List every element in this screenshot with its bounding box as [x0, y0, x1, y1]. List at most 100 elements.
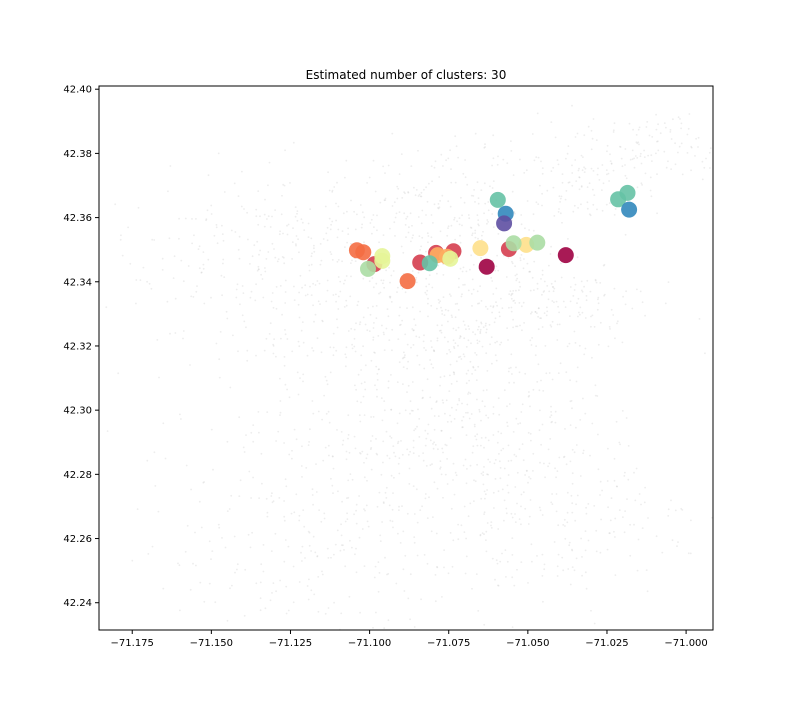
background-point: [445, 444, 448, 447]
background-point: [316, 555, 319, 557]
background-point: [492, 306, 495, 309]
background-point: [619, 145, 621, 148]
background-point: [440, 331, 443, 334]
background-point: [494, 354, 497, 357]
background-point: [397, 532, 399, 535]
background-point: [312, 282, 314, 285]
background-point: [390, 408, 392, 411]
background-point: [558, 311, 560, 314]
background-point: [579, 475, 582, 477]
background-point: [253, 244, 256, 247]
background-point: [242, 292, 245, 294]
background-point: [507, 370, 510, 373]
background-point: [375, 452, 378, 455]
background-point: [463, 324, 466, 326]
background-point: [447, 227, 449, 230]
background-point: [372, 286, 375, 289]
background-point: [505, 507, 508, 510]
background-point: [485, 328, 488, 331]
background-point: [557, 305, 559, 308]
background-point: [243, 614, 246, 617]
background-point: [565, 190, 568, 192]
background-point: [525, 469, 528, 472]
background-point: [497, 528, 500, 530]
background-point: [655, 113, 657, 116]
background-point: [346, 210, 348, 213]
background-point: [238, 495, 241, 497]
background-point: [690, 146, 693, 149]
background-point: [547, 448, 550, 451]
background-point: [448, 390, 451, 392]
background-point: [221, 537, 223, 539]
background-point: [365, 504, 368, 507]
background-point: [571, 549, 574, 552]
background-point: [452, 339, 455, 342]
background-point: [582, 452, 584, 455]
background-point: [579, 306, 582, 309]
background-point: [543, 280, 546, 283]
background-point: [230, 229, 233, 232]
background-point: [398, 361, 401, 364]
background-point: [310, 263, 313, 266]
background-point: [634, 155, 637, 157]
background-point: [508, 381, 511, 384]
background-point: [413, 513, 416, 515]
background-point: [507, 474, 510, 476]
background-point: [463, 283, 466, 286]
background-point: [327, 557, 330, 559]
background-point: [275, 307, 278, 310]
background-point: [403, 356, 406, 359]
background-point: [505, 512, 508, 515]
background-point: [401, 505, 403, 508]
background-point: [508, 403, 511, 405]
background-point: [640, 162, 643, 165]
background-point: [447, 157, 450, 160]
background-point: [567, 238, 569, 240]
background-point: [370, 440, 372, 442]
background-point: [300, 218, 303, 221]
background-point: [274, 256, 277, 259]
background-point: [579, 313, 581, 316]
background-point: [520, 411, 523, 413]
background-point: [546, 285, 549, 287]
background-point: [374, 384, 376, 387]
background-point: [284, 149, 286, 152]
background-point: [580, 280, 583, 283]
background-point: [395, 582, 398, 585]
background-point: [500, 449, 503, 452]
background-point: [286, 388, 288, 391]
background-point: [283, 519, 286, 522]
background-point: [337, 228, 340, 231]
background-point: [701, 178, 704, 181]
background-point: [383, 333, 385, 336]
background-point: [292, 601, 295, 604]
background-point: [449, 351, 452, 353]
background-point: [413, 626, 416, 628]
background-point: [275, 286, 278, 288]
background-point: [667, 281, 670, 283]
background-point: [245, 326, 247, 329]
background-point: [339, 549, 342, 552]
x-tick-label: −71.000: [664, 638, 707, 649]
background-point: [344, 565, 347, 568]
background-point: [567, 145, 570, 148]
background-point: [624, 164, 626, 166]
background-point: [458, 217, 461, 220]
background-point: [200, 271, 203, 274]
background-point: [694, 155, 696, 157]
background-point: [357, 300, 360, 303]
background-point: [581, 311, 584, 314]
background-point: [347, 233, 350, 236]
background-point: [485, 305, 487, 308]
background-point: [332, 332, 335, 335]
background-point: [497, 584, 500, 587]
cluster-point: [505, 235, 522, 252]
background-point: [644, 486, 646, 489]
background-point: [697, 146, 699, 148]
background-point: [418, 436, 421, 438]
background-point: [471, 373, 473, 375]
background-point: [441, 447, 444, 450]
background-point: [519, 259, 522, 262]
background-point: [592, 203, 595, 206]
background-point: [312, 412, 315, 415]
